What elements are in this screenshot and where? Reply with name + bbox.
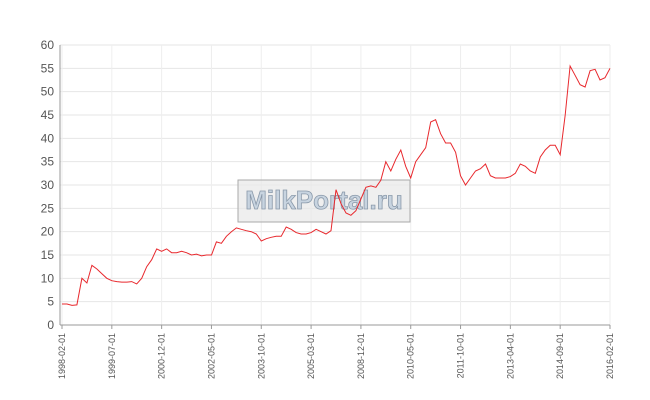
y-tick-label: 25: [41, 201, 55, 215]
x-tick-label: 2003-10-01: [256, 333, 266, 379]
y-tick-label: 60: [41, 38, 55, 52]
watermark-box: MilkPortal.ru: [237, 179, 411, 223]
x-tick-label: 1999-07-01: [107, 333, 117, 379]
x-tick-label: 2013-04-01: [505, 333, 515, 379]
y-tick-label: 10: [41, 271, 55, 285]
y-tick-label: 50: [41, 85, 55, 99]
y-tick-label: 40: [41, 131, 55, 145]
x-tick-label: 2008-12-01: [356, 333, 366, 379]
y-tick-label: 15: [41, 248, 55, 262]
x-tick-label: 2011-10-01: [456, 333, 466, 378]
x-tick-label: 2002-05-01: [206, 333, 216, 379]
y-tick-label: 5: [47, 295, 54, 309]
y-tick-label: 0: [47, 318, 54, 332]
x-tick-label: 2016-02-01: [605, 333, 615, 379]
y-tick-label: 30: [41, 178, 55, 192]
y-tick-label: 20: [41, 225, 55, 239]
watermark: MilkPortal.ru: [245, 185, 402, 215]
x-tick-label: 1998-02-01: [57, 333, 67, 379]
x-tick-label: 2005-03-01: [306, 333, 316, 379]
x-tick-label: 2000-12-01: [157, 333, 167, 379]
y-tick-label: 45: [41, 108, 55, 122]
x-tick-label: 2010-05-01: [406, 333, 416, 379]
y-tick-label: 35: [41, 155, 55, 169]
x-tick-label: 2014-09-01: [555, 333, 565, 379]
y-tick-label: 55: [41, 61, 55, 75]
data-line: [62, 64, 611, 306]
watermark-bg: [237, 179, 411, 223]
